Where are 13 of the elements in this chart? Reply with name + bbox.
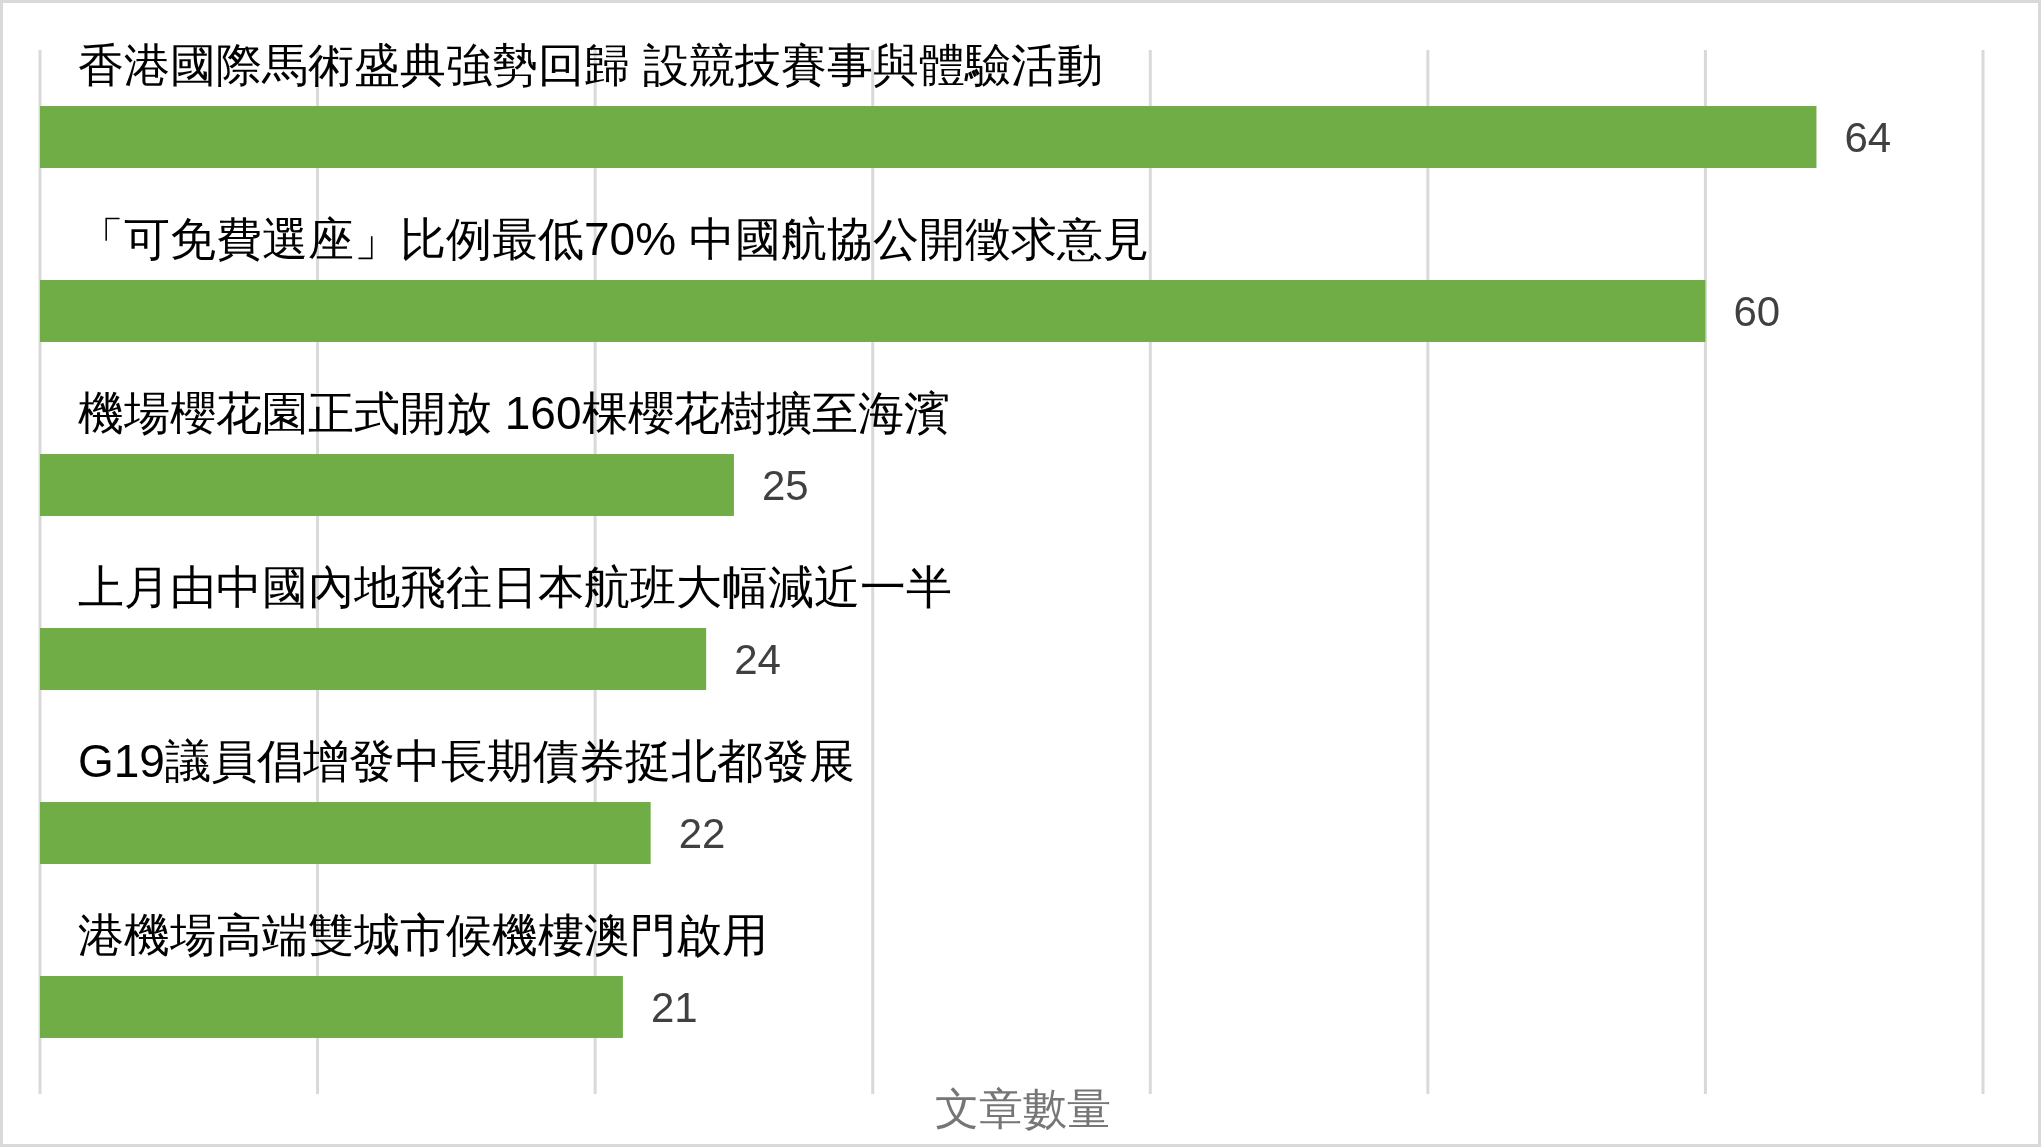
category-label: 香港國際馬術盛典強勢回歸 設競技賽事與體驗活動: [78, 39, 1103, 92]
category-label: G19議員倡增發中長期債券挺北都發展: [78, 735, 855, 788]
value-label: 64: [1844, 114, 1892, 161]
value-label: 21: [650, 984, 698, 1031]
value-label: 22: [678, 810, 726, 857]
category-label: 「可免費選座」比例最低70% 中國航協公開徵求意見: [78, 213, 1149, 266]
category-label: 港機場高端雙城市候機樓澳門啟用: [78, 909, 768, 962]
value-label: 60: [1733, 288, 1781, 335]
x-axis-title: 文章數量: [934, 1084, 1111, 1133]
value-label: 24: [734, 636, 781, 683]
category-label: 上月由中國內地飛往日本航班大幅減近一半: [78, 561, 952, 614]
value-label: 25: [761, 462, 809, 509]
category-label: 機場櫻花園正式開放 160棵櫻花樹擴至海濱: [78, 387, 950, 440]
